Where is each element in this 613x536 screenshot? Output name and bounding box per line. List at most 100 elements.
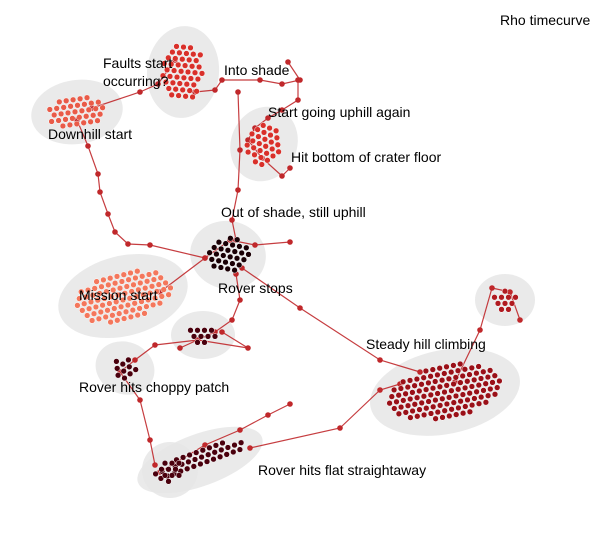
data-point bbox=[127, 313, 135, 321]
trajectory-point bbox=[245, 137, 251, 143]
data-point bbox=[71, 108, 79, 115]
data-point bbox=[448, 368, 455, 376]
annotation-labels: Rho timecurve Faults start occurring? In… bbox=[48, 12, 590, 478]
data-point bbox=[187, 44, 194, 51]
data-point bbox=[482, 380, 489, 387]
data-point bbox=[168, 460, 176, 467]
data-point bbox=[443, 363, 450, 370]
trajectory-point bbox=[265, 115, 271, 121]
trajectory-point bbox=[219, 329, 225, 335]
data-point bbox=[179, 56, 186, 63]
data-point bbox=[102, 313, 109, 321]
data-point bbox=[427, 391, 434, 399]
data-point bbox=[170, 67, 178, 74]
data-point bbox=[190, 81, 197, 89]
data-point bbox=[148, 283, 156, 290]
data-point bbox=[165, 478, 172, 485]
data-point bbox=[461, 384, 469, 392]
data-point bbox=[186, 87, 193, 94]
data-point bbox=[425, 379, 432, 387]
data-point bbox=[62, 116, 69, 123]
data-point bbox=[407, 414, 414, 421]
data-point bbox=[107, 318, 114, 326]
data-point bbox=[93, 278, 100, 285]
data-point bbox=[99, 302, 106, 309]
trajectory-point bbox=[95, 171, 101, 177]
data-point bbox=[117, 303, 125, 310]
trajectory-point bbox=[202, 255, 208, 261]
data-point bbox=[74, 102, 81, 109]
data-point bbox=[498, 294, 505, 301]
data-point bbox=[107, 275, 114, 282]
chart-title: Rho timecurve bbox=[500, 12, 590, 28]
data-point bbox=[184, 68, 192, 76]
data-point bbox=[429, 366, 436, 373]
data-point bbox=[264, 157, 271, 164]
data-point bbox=[122, 308, 130, 315]
data-point bbox=[217, 264, 225, 271]
data-point bbox=[132, 274, 139, 282]
data-point bbox=[134, 311, 141, 319]
data-point bbox=[391, 405, 398, 412]
trajectory-point bbox=[125, 241, 131, 247]
data-point bbox=[120, 271, 127, 278]
trajectory-point bbox=[152, 462, 158, 468]
data-point bbox=[131, 300, 138, 307]
data-point bbox=[211, 449, 218, 456]
data-point bbox=[175, 460, 183, 467]
data-point bbox=[416, 387, 423, 395]
data-point bbox=[180, 43, 187, 51]
data-point bbox=[420, 411, 428, 419]
trajectory-point bbox=[247, 445, 253, 451]
data-point bbox=[111, 280, 119, 287]
data-point bbox=[423, 405, 430, 412]
data-point bbox=[251, 151, 258, 158]
data-point bbox=[135, 286, 142, 293]
data-point bbox=[88, 100, 95, 107]
data-point bbox=[187, 75, 195, 82]
data-point bbox=[109, 312, 116, 319]
data-point bbox=[113, 273, 121, 280]
data-point bbox=[130, 281, 137, 288]
data-point bbox=[197, 460, 204, 468]
data-point bbox=[468, 364, 475, 372]
data-point bbox=[116, 285, 124, 292]
data-point bbox=[175, 92, 182, 99]
data-point bbox=[491, 391, 499, 398]
trajectory-point bbox=[287, 239, 293, 245]
data-point bbox=[162, 279, 169, 287]
data-point bbox=[494, 300, 502, 307]
data-point bbox=[197, 333, 205, 340]
data-point bbox=[248, 130, 256, 138]
data-point bbox=[63, 97, 70, 104]
data-point bbox=[413, 394, 421, 401]
data-point bbox=[227, 253, 234, 261]
data-point bbox=[179, 454, 187, 461]
data-point bbox=[206, 249, 213, 256]
data-point bbox=[494, 384, 501, 391]
data-point bbox=[222, 240, 229, 247]
data-point bbox=[475, 363, 482, 370]
data-point bbox=[167, 284, 174, 292]
data-point bbox=[208, 256, 215, 263]
data-point bbox=[149, 301, 157, 309]
data-point bbox=[471, 395, 478, 402]
data-point bbox=[233, 255, 241, 262]
data-point bbox=[457, 398, 464, 405]
data-point bbox=[198, 70, 206, 77]
annotation-label: Faults start bbox=[103, 55, 172, 71]
data-point bbox=[407, 395, 414, 403]
data-point bbox=[155, 281, 162, 288]
data-point bbox=[74, 302, 81, 309]
data-point bbox=[186, 56, 193, 64]
data-point bbox=[55, 117, 62, 124]
data-point bbox=[443, 382, 450, 389]
data-point bbox=[245, 251, 252, 258]
data-point bbox=[156, 300, 164, 307]
data-point bbox=[103, 288, 110, 295]
data-point bbox=[186, 451, 193, 459]
data-point bbox=[484, 392, 492, 399]
data-point bbox=[436, 383, 444, 390]
trajectory-point bbox=[155, 81, 161, 87]
